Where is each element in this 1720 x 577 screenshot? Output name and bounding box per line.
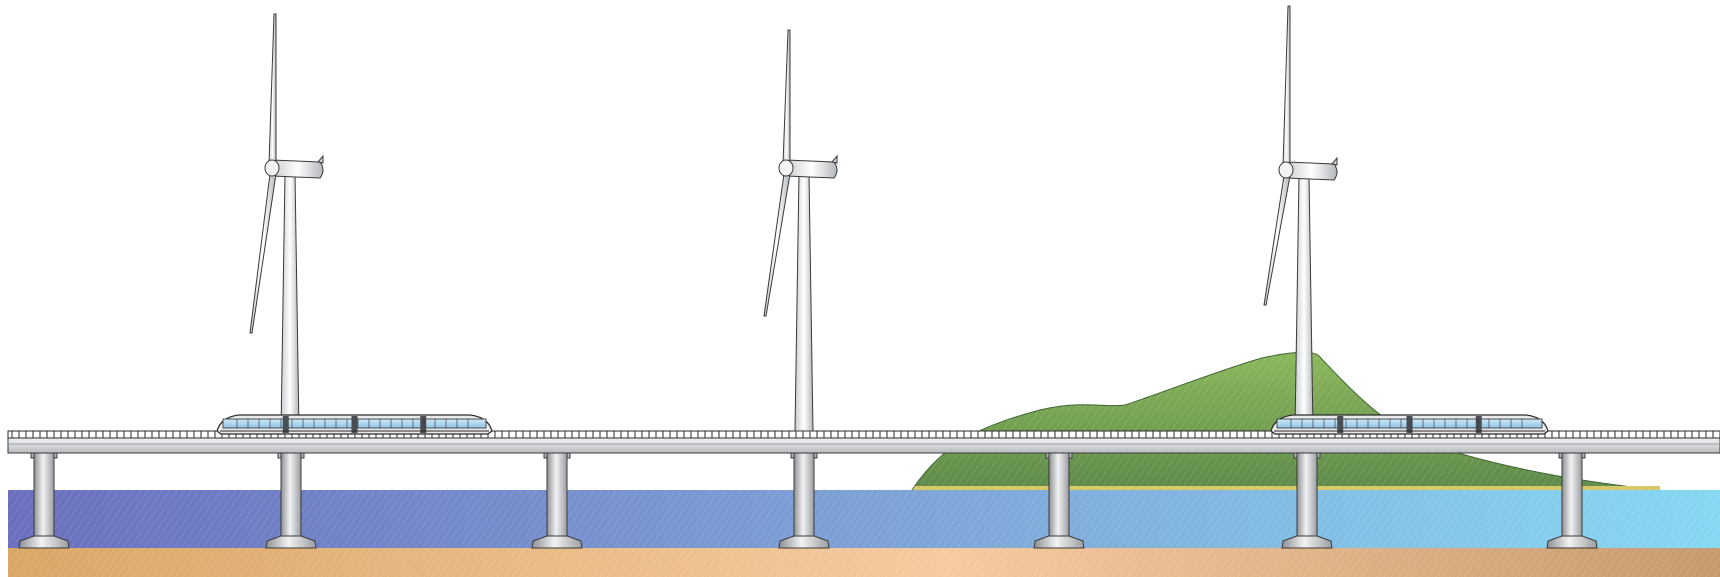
- turbine-tower: [280, 173, 300, 432]
- pier: [1033, 451, 1085, 549]
- turbine-blade: [782, 29, 791, 165]
- viaduct-piers: [18, 451, 1598, 549]
- train-coupling: [1337, 416, 1344, 433]
- turbine-blade: [763, 173, 791, 317]
- viaduct-deck: [7, 436, 1720, 454]
- train-coupling: [282, 416, 289, 433]
- pier: [1281, 451, 1333, 549]
- turbine-blade: [268, 13, 277, 165]
- turbine-hub: [778, 159, 794, 177]
- pier: [265, 451, 317, 549]
- turbine-tower: [1294, 175, 1314, 432]
- train-coupling: [1475, 416, 1482, 433]
- turbine-hub: [264, 159, 280, 177]
- wind-turbine: [1263, 5, 1338, 432]
- wind-turbines: [249, 5, 1338, 432]
- pier: [18, 451, 70, 549]
- pier: [531, 451, 583, 549]
- turbine-nacelle: [1285, 161, 1338, 181]
- train-coupling: [420, 416, 427, 433]
- turbine-nacelle: [785, 159, 838, 179]
- turbine-nacelle: [271, 159, 324, 179]
- train: [1270, 414, 1549, 435]
- turbine-blade: [1282, 5, 1291, 167]
- train: [216, 414, 493, 435]
- trains: [216, 414, 1549, 435]
- turbine-blade: [1263, 175, 1291, 306]
- wind-turbine: [763, 29, 838, 432]
- turbine-blade: [249, 173, 277, 334]
- seabed: [8, 548, 1720, 577]
- pier: [778, 451, 830, 549]
- train-coupling: [1406, 416, 1413, 433]
- island-shoreline: [912, 486, 1660, 491]
- turbine-hub: [1278, 161, 1294, 179]
- train-coupling: [351, 416, 358, 433]
- turbine-tower: [794, 173, 814, 432]
- pier: [1546, 451, 1598, 549]
- wind-turbine: [249, 13, 324, 432]
- sea-water: [8, 490, 1720, 548]
